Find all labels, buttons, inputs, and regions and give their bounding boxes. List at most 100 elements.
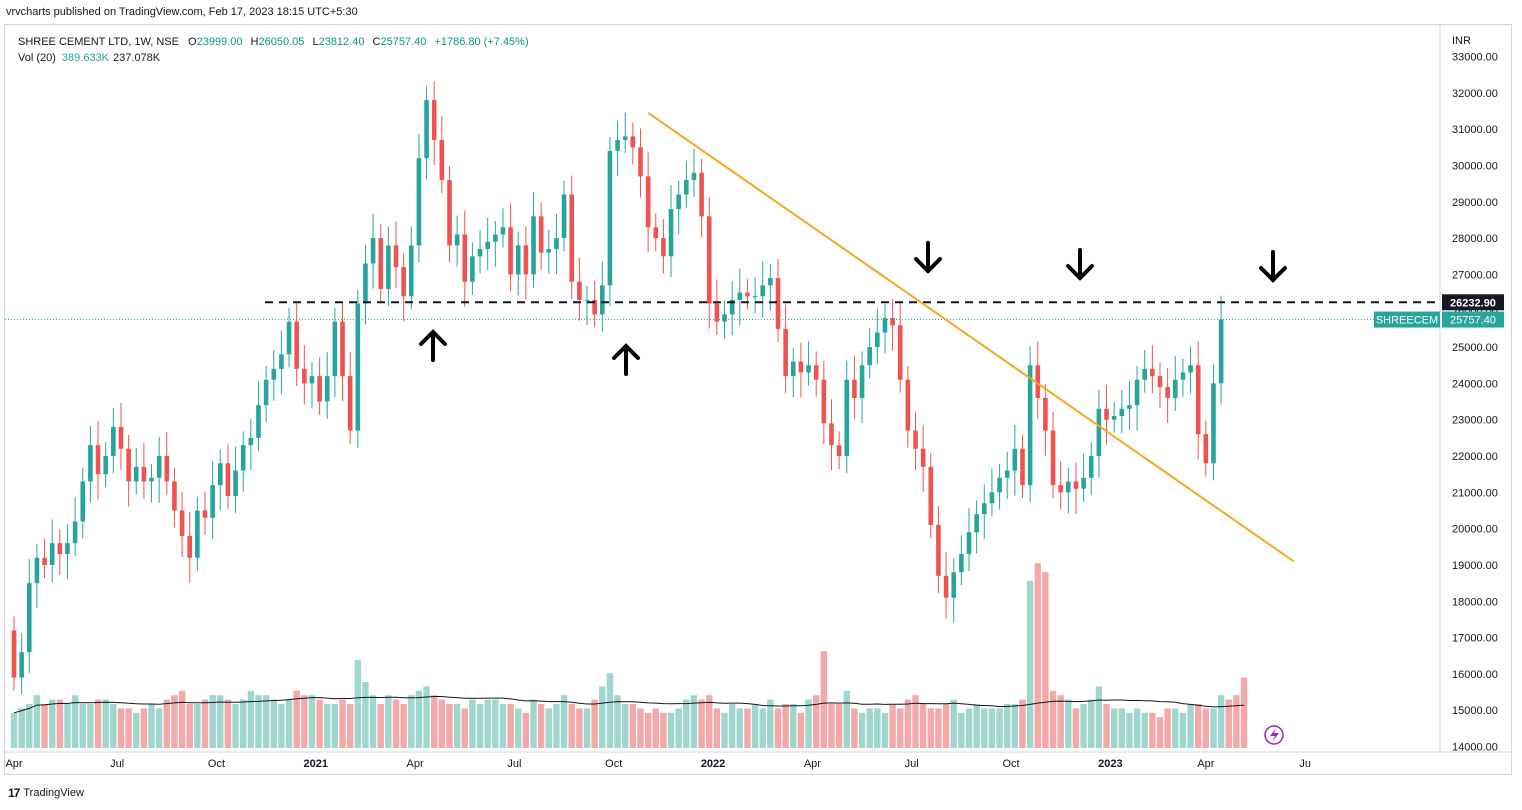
volume-bar bbox=[362, 682, 369, 748]
volume-bar bbox=[499, 704, 507, 748]
volume-bar bbox=[71, 695, 79, 748]
last-price-tag bbox=[1442, 311, 1504, 328]
volume-bar bbox=[148, 704, 155, 748]
volume-bar bbox=[308, 695, 316, 748]
volume-bar bbox=[79, 704, 86, 748]
volume-bar bbox=[155, 708, 163, 748]
volume-bar bbox=[950, 699, 957, 748]
candle-body bbox=[515, 245, 521, 275]
down-arrow-icon bbox=[1259, 250, 1287, 283]
candle-body bbox=[1096, 408, 1102, 457]
candle-body bbox=[263, 379, 269, 406]
candle-body bbox=[49, 543, 55, 565]
volume-bar bbox=[438, 699, 446, 748]
volume-bar bbox=[935, 708, 942, 748]
candle-body bbox=[1211, 383, 1216, 464]
candle-body bbox=[554, 238, 559, 250]
volume-bar bbox=[667, 712, 675, 748]
volume-bar bbox=[652, 708, 659, 748]
y-tick-label: 14000.00 bbox=[1452, 742, 1498, 754]
volume-bar bbox=[1187, 704, 1194, 748]
volume-bar bbox=[797, 712, 805, 748]
up-arrow-icon bbox=[419, 329, 447, 362]
low-value: 23812.40 bbox=[318, 36, 365, 48]
volume-bar bbox=[698, 699, 705, 748]
low-label: L bbox=[312, 36, 319, 48]
volume-bar bbox=[1065, 699, 1072, 748]
candle-body bbox=[1104, 408, 1109, 420]
footer-brand[interactable]: TradingView bbox=[23, 787, 84, 799]
candle-body bbox=[225, 463, 231, 496]
volume-bar bbox=[431, 695, 438, 748]
candle-body bbox=[172, 481, 177, 511]
volume-bar bbox=[805, 699, 812, 748]
candle-body bbox=[844, 379, 850, 457]
volume-bar bbox=[996, 708, 1003, 748]
candle-body bbox=[737, 292, 743, 300]
volume-bar bbox=[247, 690, 255, 748]
candle-body bbox=[523, 245, 529, 275]
y-tick-label: 16000.00 bbox=[1452, 669, 1498, 681]
high-label: H bbox=[250, 36, 259, 48]
volume-bar bbox=[1179, 712, 1187, 748]
candle-body bbox=[294, 321, 299, 369]
volume-bar bbox=[713, 708, 721, 748]
resistance-price-label: 26232.90 bbox=[1450, 297, 1496, 309]
candle-body bbox=[630, 136, 636, 148]
volume-bar bbox=[117, 708, 125, 748]
y-tick-label: 15000.00 bbox=[1452, 705, 1498, 717]
volume-bar bbox=[1011, 704, 1019, 748]
x-tick-label: 2023 bbox=[1098, 758, 1122, 770]
candle-body bbox=[447, 180, 452, 246]
candle-body bbox=[393, 245, 399, 268]
volume-bar bbox=[1149, 712, 1156, 748]
volume-bar bbox=[919, 704, 927, 748]
candle-body bbox=[286, 321, 292, 355]
candle-body bbox=[500, 227, 506, 235]
down-arrow-icon bbox=[914, 241, 942, 274]
volume-bar bbox=[706, 695, 713, 748]
symbol-title[interactable]: SHREE CEMENT LTD, 1W, NSE bbox=[18, 36, 179, 48]
volume-bar bbox=[537, 704, 545, 748]
candle-body bbox=[1203, 434, 1209, 464]
volume-bar bbox=[599, 686, 606, 748]
volume-bar bbox=[1202, 708, 1210, 748]
volume-bar bbox=[675, 708, 682, 748]
volume-bar bbox=[858, 712, 866, 748]
candle-body bbox=[133, 466, 139, 482]
volume-bar bbox=[331, 704, 339, 748]
volume-bar bbox=[385, 695, 392, 748]
candle-body bbox=[477, 249, 483, 257]
candle-body bbox=[546, 249, 552, 253]
candle-body bbox=[408, 245, 414, 297]
volume-bar bbox=[87, 704, 94, 748]
x-tick-label: Apr bbox=[5, 758, 22, 770]
candle-body bbox=[1050, 430, 1056, 486]
volume-bar bbox=[606, 673, 614, 748]
candle-body bbox=[72, 521, 78, 544]
candle-body bbox=[1111, 416, 1117, 420]
volume-bar bbox=[453, 704, 461, 748]
candle-body bbox=[1058, 485, 1063, 493]
volume-bar bbox=[1141, 712, 1148, 748]
volume-label[interactable]: Vol (20) bbox=[18, 52, 56, 64]
volume-bar bbox=[1172, 708, 1179, 748]
flash-bolt-icon bbox=[1270, 728, 1279, 742]
candle-body bbox=[783, 328, 788, 377]
y-tick-label: 27000.00 bbox=[1452, 269, 1498, 281]
candle-body bbox=[1180, 372, 1186, 380]
volume-bar bbox=[690, 695, 698, 748]
candle-body bbox=[936, 525, 941, 576]
volume-bar bbox=[614, 695, 621, 748]
chart-frame bbox=[4, 24, 1512, 775]
y-tick-label: 30000.00 bbox=[1452, 160, 1498, 172]
close-label: C bbox=[372, 36, 381, 48]
volume-bar bbox=[56, 699, 64, 748]
candle-body bbox=[798, 361, 804, 373]
y-tick-label: 19000.00 bbox=[1452, 560, 1498, 572]
volume-bar bbox=[186, 704, 193, 748]
volume-bar bbox=[1080, 704, 1087, 748]
x-tick-label: Apr bbox=[804, 758, 821, 770]
candle-body bbox=[347, 376, 353, 431]
